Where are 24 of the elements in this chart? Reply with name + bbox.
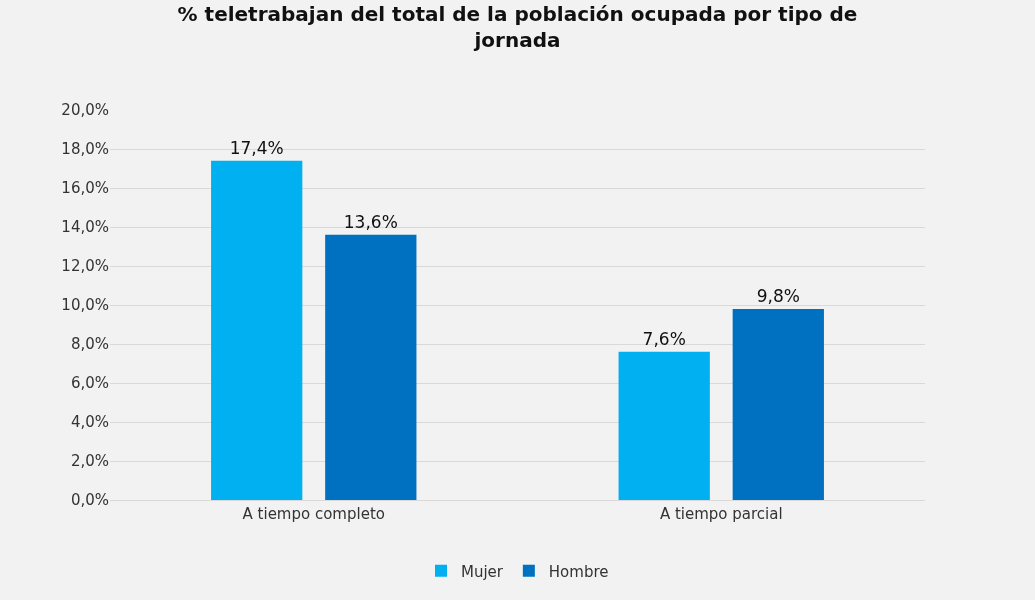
y-tick-label: 4,0%: [70, 413, 109, 432]
y-tick-label: 14,0%: [61, 218, 109, 237]
y-tick-label: 6,0%: [70, 374, 109, 393]
y-tick-label: 12,0%: [61, 257, 109, 276]
y-tick-label: 8,0%: [70, 335, 109, 354]
x-tick-label: A tiempo completo: [242, 505, 385, 523]
y-tick-label: 18,0%: [61, 140, 109, 159]
data-label: 7,6%: [642, 328, 686, 349]
y-tick-label: 10,0%: [61, 296, 109, 315]
data-label: 9,8%: [756, 285, 800, 306]
legend-label: Mujer: [461, 562, 504, 581]
y-tick-label: 2,0%: [70, 452, 109, 471]
bar: [211, 160, 303, 500]
chart-title: % teletrabajan del total de la población ocupada por tipo de jornada: [177, 2, 858, 52]
bar: [325, 234, 417, 500]
data-label: 13,6%: [343, 211, 398, 232]
y-tick-label: 0,0%: [70, 491, 109, 510]
y-tick-label: 20,0%: [61, 101, 109, 120]
legend-label: Hombre: [548, 562, 609, 581]
y-tick-label: 16,0%: [61, 179, 109, 198]
bar: [732, 308, 824, 500]
x-tick-label: A tiempo parcial: [659, 505, 783, 523]
data-label: 17,4%: [229, 137, 284, 158]
bar: [618, 351, 710, 500]
